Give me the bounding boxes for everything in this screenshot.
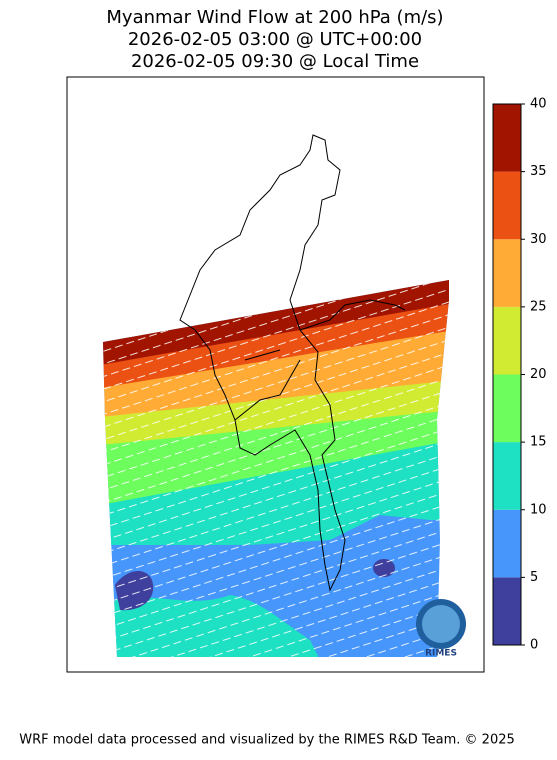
colorbar-level	[493, 171, 521, 240]
title-line: 2026-02-05 03:00 @ UTC+00:00	[128, 29, 422, 50]
colorbar-level	[493, 577, 521, 645]
colorbar-level	[493, 509, 521, 578]
title-line: 2026-02-05 09:30 @ Local Time	[131, 51, 419, 72]
colorbar-tick-label: 35	[530, 164, 547, 179]
colorbar-tick-label: 15	[530, 435, 547, 450]
wind-field	[103, 280, 449, 657]
colorbar-level	[493, 306, 521, 375]
colorbar-tick-label: 30	[530, 232, 547, 247]
colorbar-level	[493, 104, 521, 172]
country-boundaries	[179, 134, 406, 592]
colorbar-level	[493, 239, 521, 307]
colorbar-tick-label: 0	[530, 638, 538, 653]
colorbar-tick-label: 5	[530, 570, 538, 585]
footer: WRF model data processed and visualized …	[19, 733, 515, 748]
colorbar-tick-label: 20	[530, 367, 547, 382]
colorbar-level	[493, 374, 521, 443]
colorbar: 0 5 10 15 20 25 30 35 40	[492, 97, 547, 653]
colorbar-tick-label: 40	[530, 97, 547, 112]
colorbar-tick-label: 25	[530, 299, 547, 314]
colorbar-level	[493, 442, 521, 510]
title-line: Myanmar Wind Flow at 200 hPa (m/s)	[106, 7, 443, 28]
logo-text: RIMES	[425, 649, 457, 659]
logo: RIMES	[416, 599, 466, 659]
colorbar-tick-label: 10	[530, 502, 547, 517]
